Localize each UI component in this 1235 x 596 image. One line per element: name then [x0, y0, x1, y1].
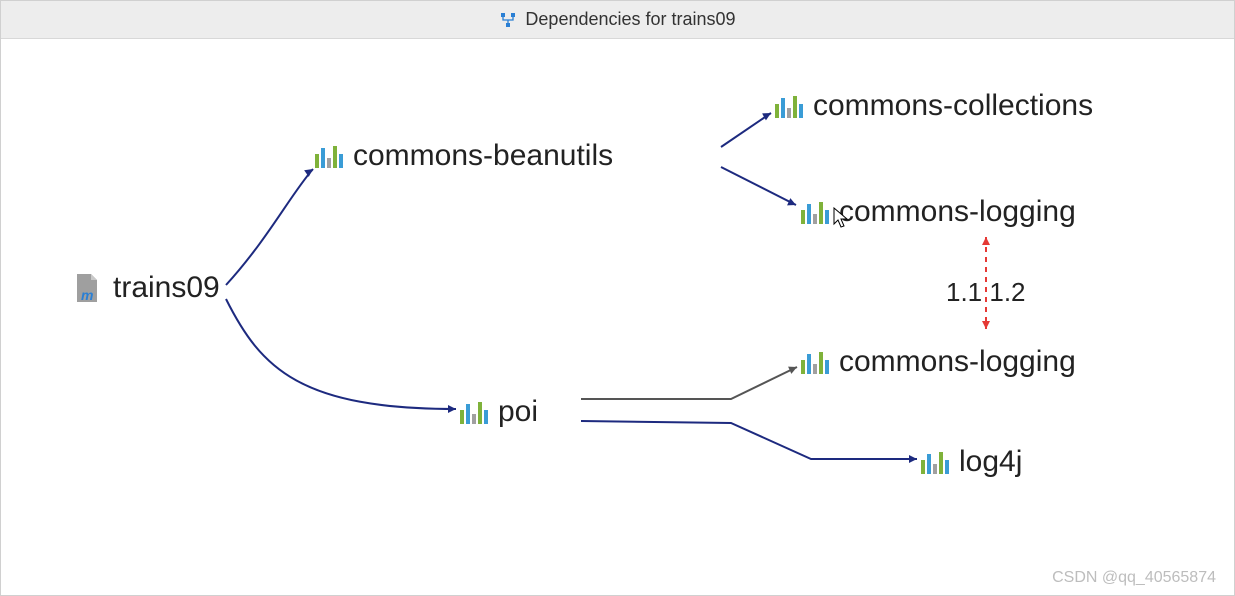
- version-conflict-label: 1.1 1.2: [946, 277, 1026, 308]
- watermark: CSDN @qq_40565874: [1052, 569, 1216, 587]
- library-icon: [801, 350, 829, 374]
- node-commons-logging-2[interactable]: commons-logging: [801, 345, 1076, 379]
- svg-text:m: m: [81, 287, 93, 303]
- node-log4j[interactable]: log4j: [921, 445, 1022, 479]
- node-label: log4j: [959, 445, 1022, 479]
- library-icon: [315, 144, 343, 168]
- node-label: commons-collections: [813, 89, 1093, 123]
- node-label: commons-logging: [839, 345, 1076, 379]
- diagram-stage[interactable]: CSDN @qq_40565874 m trains09 commons-bean…: [1, 39, 1234, 595]
- library-icon: [921, 450, 949, 474]
- dependency-tree-icon: [499, 11, 517, 29]
- node-label: trains09: [113, 271, 220, 305]
- node-poi[interactable]: poi: [460, 395, 538, 429]
- dependency-diagram: Dependencies for trains09 CSDN @qq_40565…: [0, 0, 1235, 596]
- node-commons-collections[interactable]: commons-collections: [775, 89, 1093, 123]
- title-bar: Dependencies for trains09: [1, 1, 1234, 39]
- title-text: Dependencies for trains09: [525, 9, 735, 30]
- node-root[interactable]: m trains09: [71, 271, 220, 305]
- node-commons-logging-1[interactable]: commons-logging: [801, 195, 1076, 229]
- node-label: poi: [498, 395, 538, 429]
- maven-module-icon: m: [71, 272, 103, 304]
- node-label: commons-logging: [839, 195, 1076, 229]
- library-icon: [801, 200, 829, 224]
- node-commons-beanutils[interactable]: commons-beanutils: [315, 139, 613, 173]
- library-icon: [460, 400, 488, 424]
- library-icon: [775, 94, 803, 118]
- node-label: commons-beanutils: [353, 139, 613, 173]
